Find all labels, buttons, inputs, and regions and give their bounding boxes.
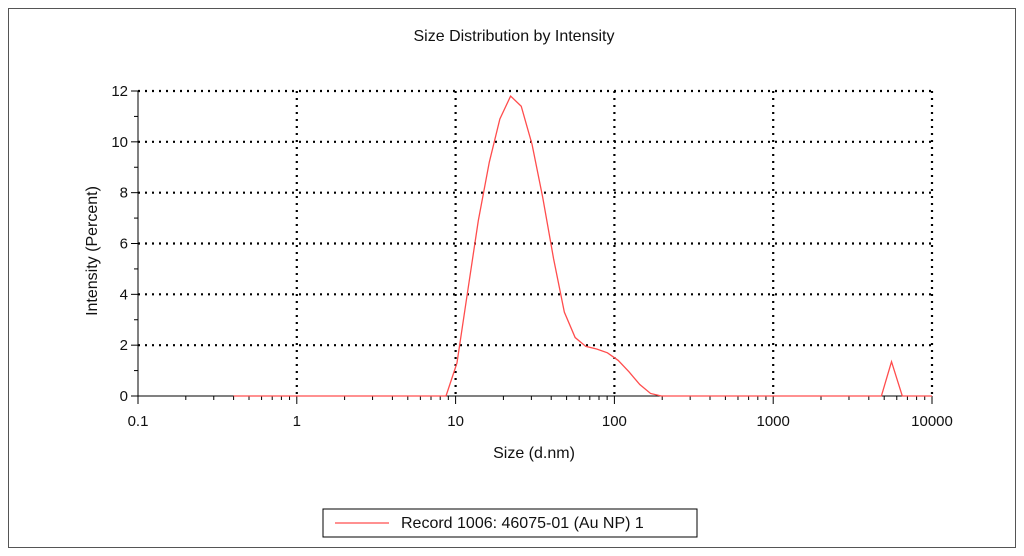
legend-label: Record 1006: 46075-01 (Au NP) 1 — [401, 515, 644, 532]
legend: Record 1006: 46075-01 (Au NP) 1 — [322, 508, 698, 538]
y-tick-label: 12 — [111, 83, 128, 100]
y-axis-label: Intensity (Percent) — [84, 186, 101, 316]
x-tick-label: 10000 — [911, 413, 953, 430]
x-tick-label: 0.1 — [128, 413, 149, 430]
y-tick-label: 10 — [111, 134, 128, 151]
series-line — [233, 94, 932, 397]
y-tick-label: 0 — [120, 388, 128, 405]
y-tick-label: 6 — [120, 236, 128, 253]
y-tick-label: 4 — [120, 286, 128, 303]
series-layer — [233, 94, 932, 397]
chart-frame: Size Distribution by Intensity 0.1 1 10 100… — [8, 8, 1016, 548]
x-tick-label: 1000 — [757, 413, 790, 430]
chart-svg: Size Distribution by Intensity 0.1 1 10 100… — [84, 28, 953, 538]
y-tick-label: 2 — [120, 337, 128, 354]
axis-layer: 0.1 1 10 100 1000 10000 0 2 4 6 8 10 12 — [111, 83, 953, 430]
x-axis-label: Size (d.nm) — [493, 445, 575, 462]
x-tick-label: 1 — [293, 413, 301, 430]
grid-layer — [138, 89, 934, 396]
chart-title: Size Distribution by Intensity — [414, 28, 615, 45]
y-tick-label: 8 — [120, 185, 128, 202]
x-tick-label: 10 — [447, 413, 464, 430]
x-tick-label: 100 — [602, 413, 627, 430]
